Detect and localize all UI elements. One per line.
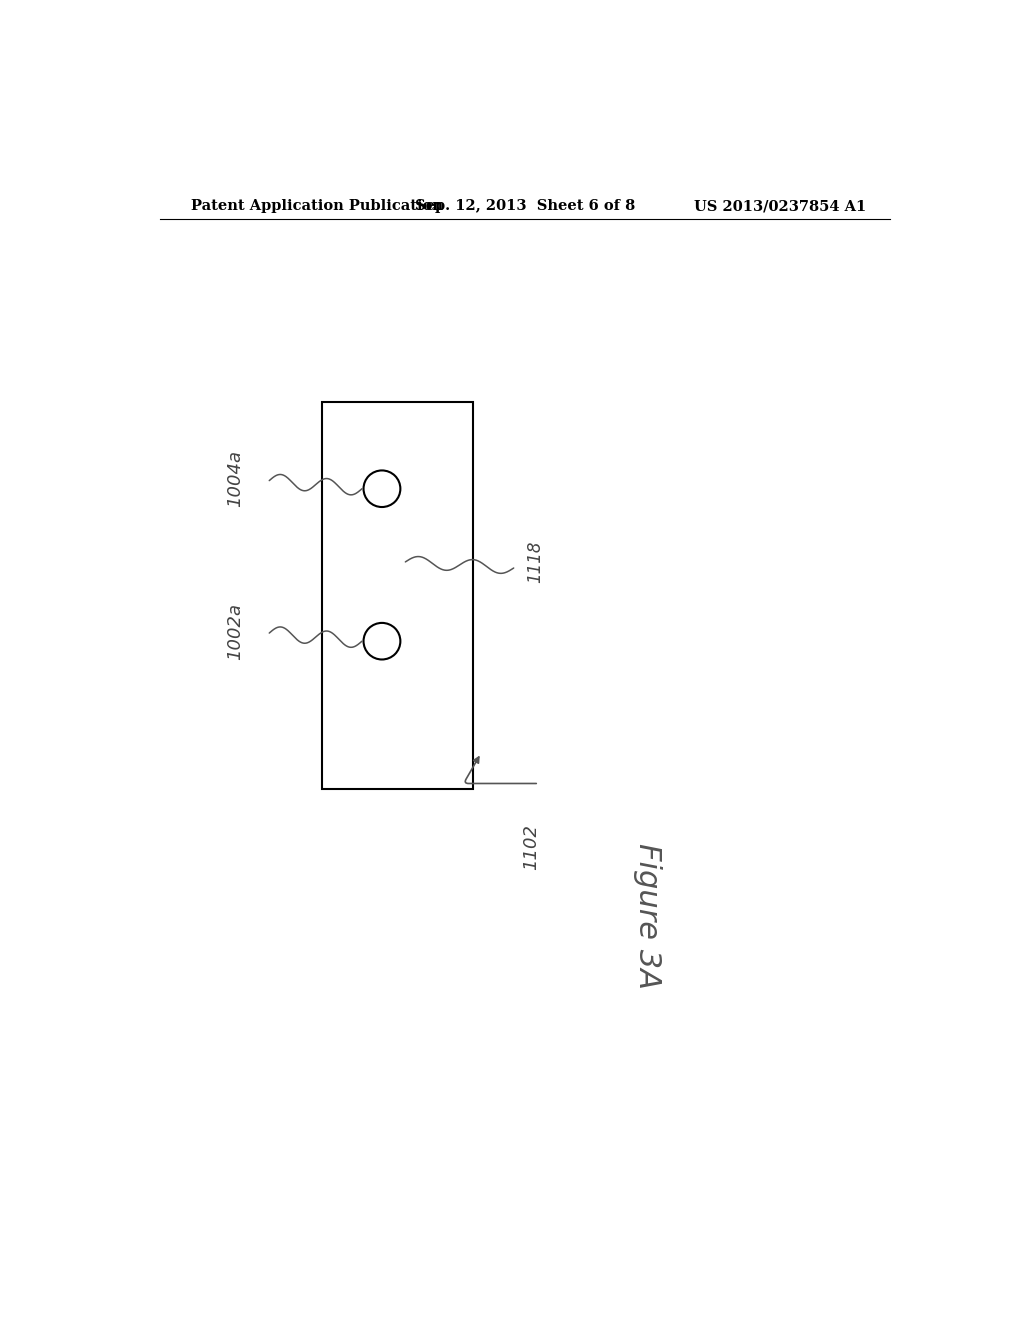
Text: 1002a: 1002a (226, 602, 244, 660)
Ellipse shape (364, 470, 400, 507)
Text: 1004a: 1004a (226, 450, 244, 507)
Text: 1102: 1102 (522, 824, 540, 870)
Text: Sep. 12, 2013  Sheet 6 of 8: Sep. 12, 2013 Sheet 6 of 8 (415, 199, 635, 213)
Ellipse shape (364, 623, 400, 660)
Text: US 2013/0237854 A1: US 2013/0237854 A1 (694, 199, 866, 213)
Text: Patent Application Publication: Patent Application Publication (191, 199, 443, 213)
Text: 1118: 1118 (526, 541, 545, 583)
Text: Figure 3A: Figure 3A (633, 842, 663, 989)
Bar (323, 403, 473, 788)
